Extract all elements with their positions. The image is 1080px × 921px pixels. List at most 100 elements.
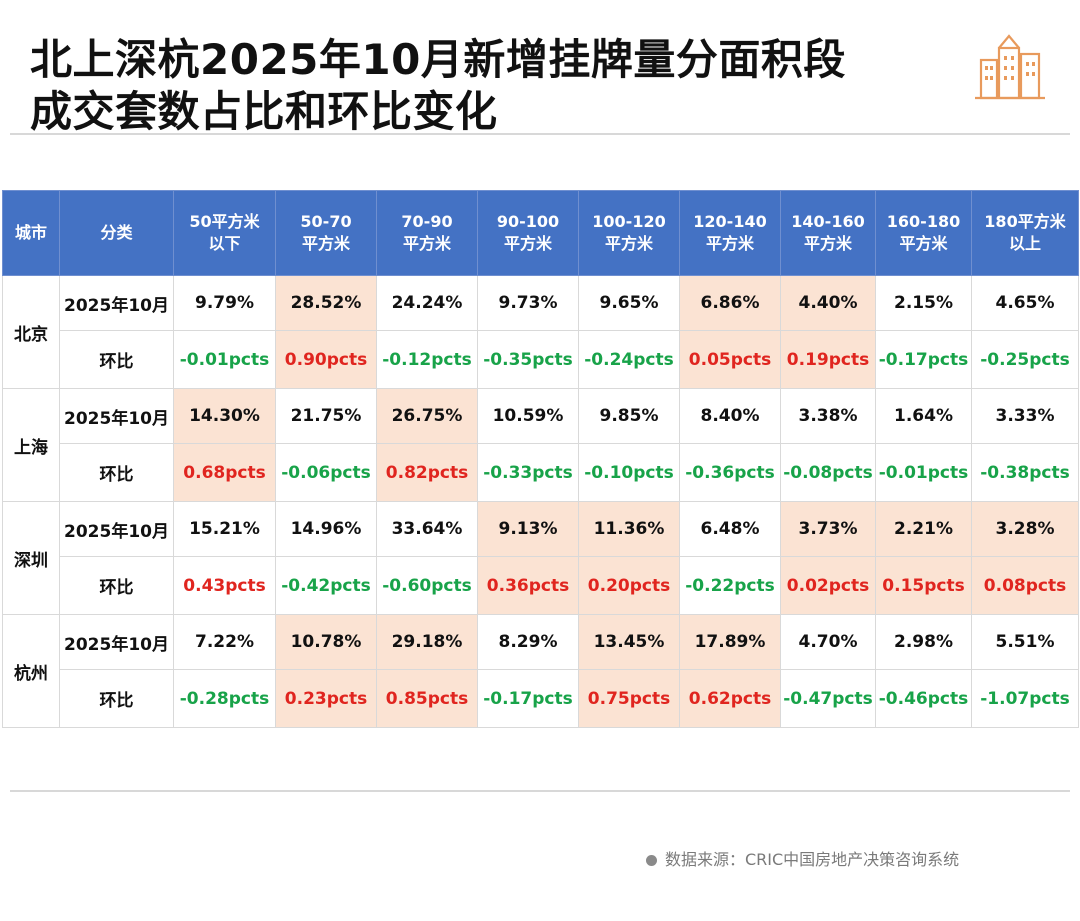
change-cell: 0.19pcts — [780, 330, 876, 389]
change-cell: 0.08pcts — [971, 556, 1079, 615]
header-band: 50平方米 以下 — [173, 190, 276, 276]
share-cell: 1.64% — [875, 388, 972, 444]
change-cell: 0.23pcts — [275, 669, 377, 728]
data-source: 数据来源：CRIC中国房地产决策咨询系统 — [646, 846, 959, 870]
share-cell: 2.21% — [875, 501, 972, 557]
share-cell: 5.51% — [971, 614, 1079, 670]
change-cell: -0.06pcts — [275, 443, 377, 502]
city-cell: 深圳 — [2, 501, 60, 615]
change-cell: -0.01pcts — [875, 443, 972, 502]
share-cell: 29.18% — [376, 614, 478, 670]
city-buildings-icon — [975, 34, 1045, 100]
change-cell: -0.12pcts — [376, 330, 478, 389]
share-cell: 9.85% — [578, 388, 680, 444]
bullet-icon — [646, 855, 657, 866]
header-band: 100-120 平方米 — [578, 190, 680, 276]
change-cell: 0.05pcts — [679, 330, 781, 389]
share-cell: 4.65% — [971, 275, 1079, 331]
table-row: 北京 2025年10月 9.79% 28.52% 24.24% 9.73% 9.65% 6.8… — [2, 275, 1079, 389]
share-cell: 21.75% — [275, 388, 377, 444]
share-cell: 9.65% — [578, 275, 680, 331]
change-cell: 0.75pcts — [578, 669, 680, 728]
share-cell: 3.28% — [971, 501, 1079, 557]
share-cell: 6.86% — [679, 275, 781, 331]
change-cell: 0.36pcts — [477, 556, 579, 615]
header-band: 50-70 平方米 — [275, 190, 377, 276]
header-band: 120-140 平方米 — [679, 190, 781, 276]
bottom-divider — [10, 790, 1070, 792]
header-city: 城市 — [2, 190, 60, 276]
share-cell: 4.40% — [780, 275, 876, 331]
table-row: 环比 -0.28pcts 0.23pcts 0.85pcts -0.17pcts 0.75… — [3, 669, 1079, 728]
change-cell: -0.28pcts — [173, 669, 276, 728]
change-cell: -0.33pcts — [477, 443, 579, 502]
share-cell: 7.22% — [173, 614, 276, 670]
share-cell: 15.21% — [173, 501, 276, 557]
category-cell: 环比 — [59, 330, 174, 389]
share-cell: 11.36% — [578, 501, 680, 557]
share-cell: 17.89% — [679, 614, 781, 670]
share-cell: 2.15% — [875, 275, 972, 331]
share-cell: 8.40% — [679, 388, 781, 444]
change-cell: -0.24pcts — [578, 330, 680, 389]
category-cell: 环比 — [59, 669, 174, 728]
share-cell: 3.33% — [971, 388, 1079, 444]
change-cell: -0.01pcts — [173, 330, 276, 389]
change-cell: -0.10pcts — [578, 443, 680, 502]
change-cell: 0.20pcts — [578, 556, 680, 615]
change-cell: -0.42pcts — [275, 556, 377, 615]
change-cell: -0.60pcts — [376, 556, 478, 615]
header-band: 160-180 平方米 — [875, 190, 972, 276]
change-cell: 0.82pcts — [376, 443, 478, 502]
share-cell: 14.30% — [173, 388, 276, 444]
change-cell: 0.43pcts — [173, 556, 276, 615]
share-cell: 9.73% — [477, 275, 579, 331]
change-cell: 0.90pcts — [275, 330, 377, 389]
table-row: 杭州 2025年10月 7.22% 10.78% 29.18% 8.29% 13.45% 17… — [2, 614, 1079, 728]
city-cell: 北京 — [2, 275, 60, 389]
change-cell: -0.17pcts — [477, 669, 579, 728]
category-cell: 2025年10月 — [59, 501, 174, 557]
change-cell: -0.22pcts — [679, 556, 781, 615]
category-cell: 环比 — [59, 443, 174, 502]
change-cell: 0.85pcts — [376, 669, 478, 728]
share-cell: 4.70% — [780, 614, 876, 670]
change-cell: 0.15pcts — [875, 556, 972, 615]
change-cell: -0.38pcts — [971, 443, 1079, 502]
table-row: 上海 2025年10月 14.30% 21.75% 26.75% 10.59% 9.85% 8… — [2, 388, 1079, 502]
change-cell: -0.36pcts — [679, 443, 781, 502]
page-title: 北上深杭2025年10月新增挂牌量分面积段 成交套数占比和环比变化 — [30, 34, 960, 138]
share-cell: 24.24% — [376, 275, 478, 331]
share-cell: 3.38% — [780, 388, 876, 444]
share-cell: 14.96% — [275, 501, 377, 557]
category-cell: 2025年10月 — [59, 388, 174, 444]
category-cell: 环比 — [59, 556, 174, 615]
change-cell: 0.62pcts — [679, 669, 781, 728]
source-text: 数据来源：CRIC中国房地产决策咨询系统 — [665, 850, 960, 869]
change-cell: -0.17pcts — [875, 330, 972, 389]
share-cell: 26.75% — [376, 388, 478, 444]
change-cell: -0.25pcts — [971, 330, 1079, 389]
share-cell: 9.79% — [173, 275, 276, 331]
top-divider — [10, 133, 1070, 135]
title-line-1: 北上深杭2025年10月新增挂牌量分面积段 — [30, 35, 846, 84]
change-cell: 0.02pcts — [780, 556, 876, 615]
share-cell: 8.29% — [477, 614, 579, 670]
share-cell: 10.78% — [275, 614, 377, 670]
change-cell: -1.07pcts — [971, 669, 1079, 728]
title-line-2: 成交套数占比和环比变化 — [30, 87, 498, 136]
data-table: 城市 分类 50平方米 以下 50-70 平方米 70-90 平方米 90-100 平方… — [2, 190, 1079, 728]
header-band: 90-100 平方米 — [477, 190, 579, 276]
share-cell: 6.48% — [679, 501, 781, 557]
share-cell: 10.59% — [477, 388, 579, 444]
table-row: 环比 0.68pcts -0.06pcts 0.82pcts -0.33pcts -0.1… — [3, 443, 1079, 502]
change-cell: -0.47pcts — [780, 669, 876, 728]
share-cell: 9.13% — [477, 501, 579, 557]
city-cell: 杭州 — [2, 614, 60, 728]
header-band: 70-90 平方米 — [376, 190, 478, 276]
change-cell: -0.35pcts — [477, 330, 579, 389]
category-cell: 2025年10月 — [59, 275, 174, 331]
table-row: 环比 0.43pcts -0.42pcts -0.60pcts 0.36pcts 0.20… — [3, 556, 1079, 615]
change-cell: -0.46pcts — [875, 669, 972, 728]
table-header-row: 城市 分类 50平方米 以下 50-70 平方米 70-90 平方米 90-100 平方… — [2, 190, 1079, 276]
